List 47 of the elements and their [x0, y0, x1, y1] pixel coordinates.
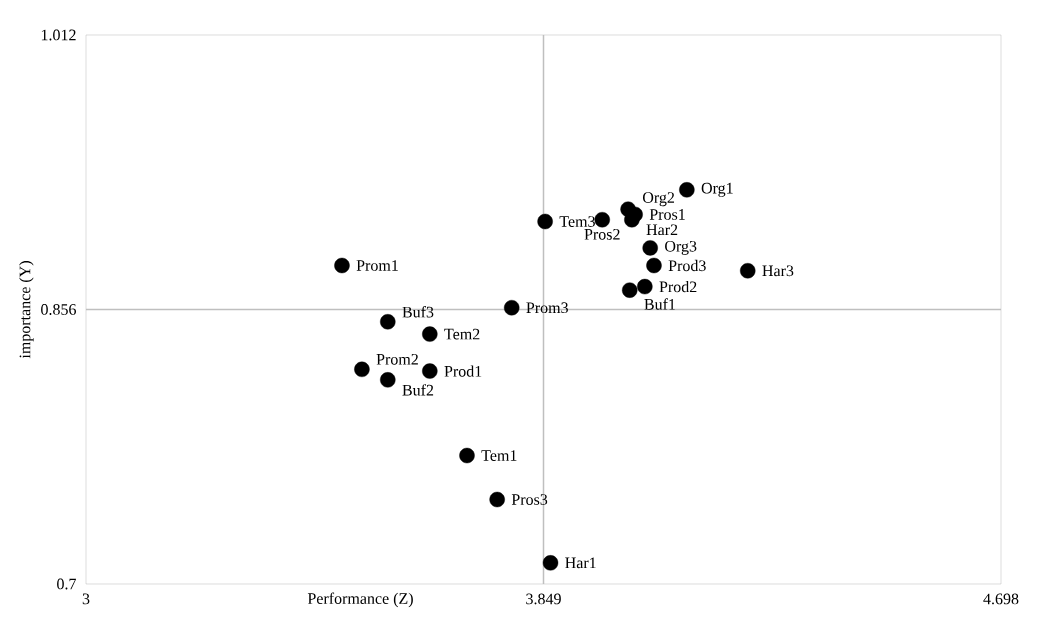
point: [380, 314, 396, 330]
x-tick-label: 3: [82, 593, 90, 605]
annotation: Org3: [665, 240, 697, 255]
x-axis-title: Performance (Z): [307, 592, 413, 608]
point: [679, 182, 695, 198]
point: [594, 212, 610, 228]
x-tick-label: 4.698: [983, 593, 1019, 605]
annotation: Prom2: [376, 353, 418, 365]
annotation: Har3: [762, 265, 794, 277]
point: [334, 257, 350, 274]
annotation: Tem3: [559, 216, 595, 227]
point: [422, 363, 438, 379]
annotation: Org1: [701, 182, 733, 197]
point: [489, 491, 505, 508]
x-tick-label: 3.849: [526, 593, 561, 605]
point: [740, 263, 756, 279]
annotation: Prom1: [356, 260, 398, 271]
annotation: Buf1: [644, 298, 675, 310]
point: [542, 555, 559, 571]
point: [642, 240, 658, 256]
y-tick-label: 1.012: [41, 29, 76, 41]
point: [422, 326, 438, 342]
annotation: Prod3: [668, 259, 706, 272]
y-tick-label: 0.7: [57, 578, 77, 590]
point: [380, 372, 396, 388]
y-axis-title: importance (Y): [19, 261, 34, 359]
annotation: Har2: [646, 224, 678, 236]
point: [354, 361, 370, 378]
annotation: Buf2: [402, 384, 434, 396]
annotation: Prod1: [444, 365, 482, 377]
annotation: Tem1: [481, 450, 517, 461]
point: [537, 213, 553, 230]
y-tick-label: 0.856: [41, 304, 77, 315]
annotation: Tem2: [444, 328, 480, 340]
point: [637, 278, 653, 295]
annotation: Org2: [642, 192, 675, 207]
annotation: Pros2: [584, 228, 620, 240]
annotation: Prod2: [659, 280, 697, 293]
point: [459, 447, 475, 464]
annotation: Prom3: [526, 302, 568, 314]
point: [622, 282, 638, 298]
annotation: Buf3: [402, 306, 434, 318]
annotation: Pros1: [649, 209, 685, 220]
point: [504, 300, 520, 316]
annotation: Pros3: [511, 494, 548, 505]
point: [646, 257, 662, 274]
annotation: Har1: [565, 557, 596, 569]
